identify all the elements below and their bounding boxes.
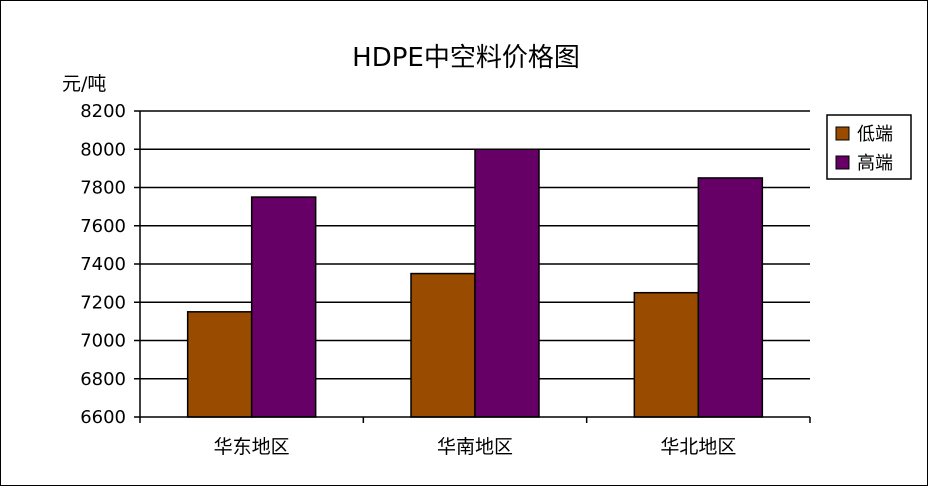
bar [633,291,700,418]
bar [474,148,540,418]
x-category-labels: 华东地区 华南地区 华北地区 [214,436,737,458]
x-category-label: 华北地区 [660,436,736,458]
legend-swatch-0 [835,126,850,141]
bar [697,177,764,418]
chart-title: HDPE中空料价格图 [352,43,580,73]
legend-swatch-1 [835,155,850,170]
bar [410,272,476,418]
x-category-label: 华东地区 [214,436,290,458]
y-tick-label: 8200 [80,101,126,122]
legend-label-0: 低端 [857,124,893,145]
y-tick-label: 7200 [80,292,126,313]
bar [250,196,317,418]
bar [186,311,253,418]
y-tick-label: 6600 [80,407,126,428]
y-tick-label: 8000 [80,139,126,160]
legend-label-1: 高端 [857,153,893,174]
y-tick-label: 6800 [80,369,126,390]
y-axis-label: 元/吨 [62,73,106,95]
bars [186,148,764,418]
legend: 低端 高端 [826,114,912,180]
y-tick-label: 7800 [80,178,126,199]
y-tick-labels: 6600 6800 7000 7200 7400 7600 7800 8000 8200 [80,101,126,428]
y-tick-label: 7600 [80,216,126,237]
y-tick-label: 7000 [80,331,126,352]
x-category-label: 华南地区 [437,436,513,458]
y-tick-label: 7400 [80,254,126,275]
axes [134,110,811,423]
